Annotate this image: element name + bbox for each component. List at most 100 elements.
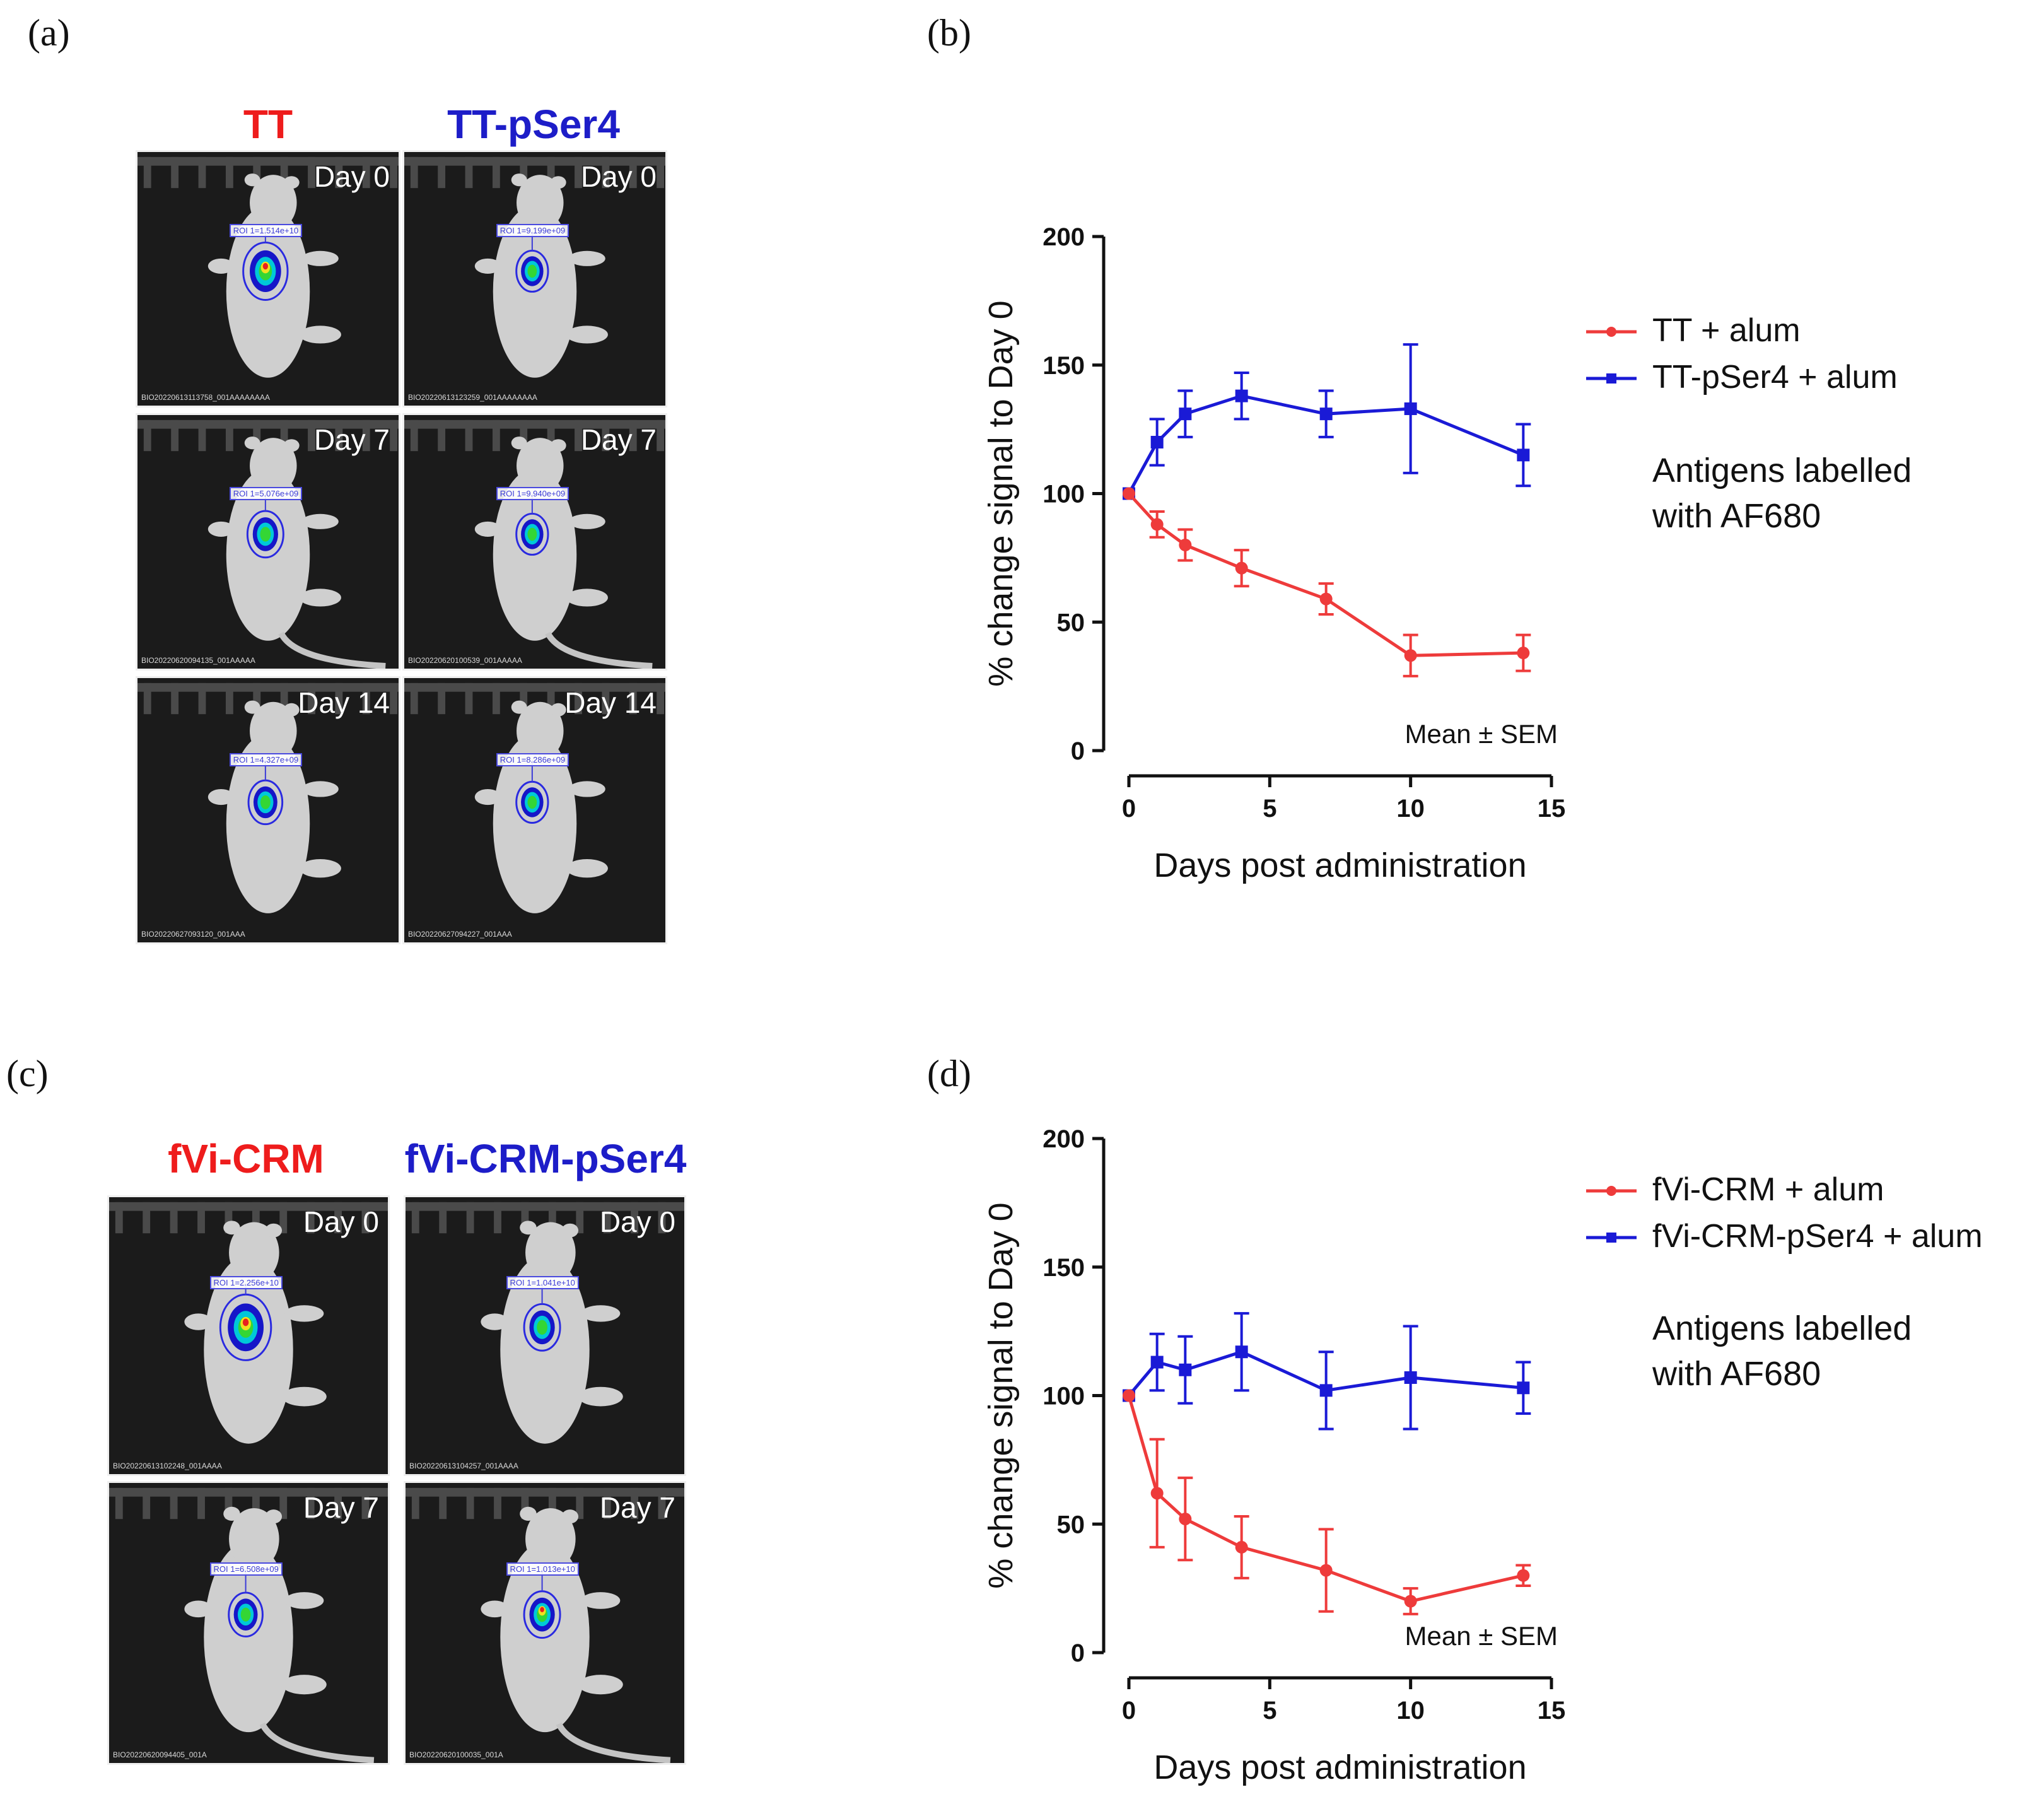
data-point bbox=[1319, 1564, 1333, 1577]
roi-label: ROI 1=1.514e+10 bbox=[229, 224, 303, 238]
data-point bbox=[1150, 1487, 1164, 1500]
y-axis-label: % change signal to Day 0 bbox=[982, 300, 1020, 686]
series-0 bbox=[1123, 487, 1531, 677]
legend-d-fvi-crm-alum: fVi-CRM + alum bbox=[1652, 1171, 1884, 1208]
x-tick-label: 5 bbox=[1263, 795, 1276, 823]
y-tick-label: 100 bbox=[1042, 1383, 1085, 1410]
x-tick-label: 15 bbox=[1538, 1697, 1566, 1725]
image-filename: BIO20220613123259_001AAAAAAAA bbox=[408, 393, 537, 402]
legend-b-tt-alum: TT + alum bbox=[1652, 312, 1801, 349]
data-point bbox=[1179, 407, 1192, 421]
image-filename: BIO20220613104257_001AAAA bbox=[409, 1461, 518, 1470]
y-tick-label: 150 bbox=[1042, 1254, 1085, 1282]
data-point bbox=[1235, 1540, 1248, 1554]
legend-b-tt-pser4-alum: TT-pSer4 + alum bbox=[1652, 359, 1898, 395]
x-tick-label: 10 bbox=[1396, 795, 1425, 823]
roi-label: ROI 1=9.199e+09 bbox=[496, 224, 569, 238]
data-point bbox=[1404, 1595, 1417, 1608]
data-point bbox=[1517, 1569, 1530, 1582]
day-label: Day 0 bbox=[580, 160, 657, 193]
panel-c-title-fvi-crm: fVi-CRM bbox=[168, 1136, 324, 1181]
day-label: Day 7 bbox=[580, 423, 657, 456]
panel-c-title-fvi-crm-pser4: fVi-CRM-pSer4 bbox=[404, 1136, 687, 1181]
legend-b-blue-swatch bbox=[1586, 373, 1637, 384]
panel-letter-c: (c) bbox=[6, 1053, 49, 1094]
mouse-image-c-0: Day 0 ROI 1=2.256e+10 BIO20220613102248_00… bbox=[107, 1195, 390, 1476]
day-label: Day 0 bbox=[599, 1205, 675, 1238]
series-1 bbox=[1123, 1312, 1531, 1431]
data-point bbox=[1319, 1384, 1333, 1397]
mean-sem-annotation: Mean ± SEM bbox=[1405, 1621, 1558, 1651]
note-d-line-1: Antigens labelled bbox=[1652, 1309, 1912, 1347]
y-tick-label: 150 bbox=[1042, 352, 1085, 380]
data-point bbox=[1150, 1356, 1164, 1369]
legend-d-blue-swatch bbox=[1586, 1233, 1637, 1243]
x-axis-label: Days post administration bbox=[1153, 846, 1526, 884]
mouse-image-a-3: Day 7 ROI 1=9.940e+09 BIO20220620100539_00… bbox=[402, 413, 667, 671]
day-label: Day 14 bbox=[298, 686, 390, 719]
day-label: Day 0 bbox=[313, 160, 390, 193]
data-point bbox=[1404, 402, 1417, 416]
y-tick-label: 50 bbox=[1057, 1511, 1085, 1538]
image-filename: BIO20220613102248_001AAAA bbox=[113, 1461, 222, 1470]
image-filename: BIO20220620100539_001AAAAA bbox=[408, 656, 522, 665]
roi-label: ROI 1=4.327e+09 bbox=[229, 753, 303, 766]
data-point bbox=[1517, 1381, 1530, 1395]
panel-letter-a: (a) bbox=[28, 12, 70, 54]
x-tick-label: 0 bbox=[1122, 795, 1136, 823]
y-tick-label: 100 bbox=[1042, 481, 1085, 508]
data-point bbox=[1404, 649, 1417, 662]
data-point bbox=[1123, 1389, 1135, 1402]
roi-label: ROI 1=1.041e+10 bbox=[506, 1275, 579, 1289]
panel-letter-b: (b) bbox=[927, 12, 971, 54]
data-point bbox=[1235, 1345, 1248, 1359]
mouse-image-a-0: Day 0 ROI 1=1.514e+10 BIO20220613113758_00… bbox=[136, 150, 400, 407]
roi-label: ROI 1=2.256e+10 bbox=[209, 1275, 283, 1289]
mean-sem-annotation: Mean ± SEM bbox=[1405, 719, 1558, 749]
data-point bbox=[1150, 518, 1164, 531]
y-tick-label: 200 bbox=[1042, 1125, 1085, 1153]
mouse-image-c-3: Day 7 ROI 1=1.013e+10 BIO20220620100035_00… bbox=[404, 1481, 686, 1765]
note-b-line-1: Antigens labelled bbox=[1652, 452, 1912, 489]
legend-d-fvi-crm-pser4-alum: fVi-CRM-pSer4 + alum bbox=[1652, 1218, 1983, 1255]
note-d-line-2: with AF680 bbox=[1652, 1355, 1821, 1393]
day-label: Day 7 bbox=[599, 1491, 675, 1524]
data-point bbox=[1235, 389, 1248, 402]
data-point bbox=[1517, 448, 1530, 462]
roi-label: ROI 1=1.013e+10 bbox=[506, 1562, 579, 1576]
x-tick-label: 10 bbox=[1396, 1697, 1425, 1725]
panel-a-title-tt: TT bbox=[243, 102, 293, 147]
panel-a-title-tt-pser4: TT-pSer4 bbox=[447, 102, 620, 147]
legend-b-red-swatch bbox=[1586, 327, 1637, 337]
x-tick-label: 0 bbox=[1122, 1697, 1136, 1725]
data-point bbox=[1179, 1513, 1192, 1526]
x-axis-label: Days post administration bbox=[1153, 1748, 1526, 1786]
roi-label: ROI 1=5.076e+09 bbox=[229, 487, 303, 501]
chart-b: 0 50 100 150 200 0 5 10 15 % change signal to Day… bbox=[982, 223, 1566, 884]
image-filename: BIO20220620094405_001A bbox=[113, 1750, 207, 1759]
x-tick-label: 15 bbox=[1538, 795, 1566, 823]
mouse-image-c-2: Day 7 ROI 1=6.508e+09 BIO20220620094405_00… bbox=[107, 1481, 390, 1765]
data-point bbox=[1517, 647, 1530, 660]
y-axis-label: % change signal to Day 0 bbox=[982, 1202, 1020, 1588]
data-point bbox=[1179, 539, 1192, 551]
roi-label: ROI 1=6.508e+09 bbox=[209, 1562, 283, 1576]
data-point bbox=[1123, 487, 1135, 500]
y-tick-label: 0 bbox=[1071, 737, 1085, 765]
series-1 bbox=[1123, 343, 1531, 500]
mouse-image-a-4: Day 14 ROI 1=4.327e+09 BIO20220627093120_0… bbox=[136, 676, 400, 944]
mouse-image-a-2: Day 7 ROI 1=5.076e+09 BIO20220620094135_00… bbox=[136, 413, 400, 671]
image-filename: BIO20220620100035_001A bbox=[409, 1750, 503, 1759]
note-b-line-2: with AF680 bbox=[1652, 497, 1821, 535]
data-point bbox=[1319, 592, 1333, 606]
roi-label: ROI 1=8.286e+09 bbox=[496, 753, 569, 766]
y-tick-label: 200 bbox=[1042, 223, 1085, 251]
data-point bbox=[1319, 407, 1333, 421]
day-label: Day 14 bbox=[564, 686, 657, 719]
image-filename: BIO20220627093120_001AAA bbox=[141, 930, 245, 939]
legend-d-red-swatch bbox=[1586, 1186, 1637, 1196]
mouse-image-a-5: Day 14 ROI 1=8.286e+09 BIO20220627094227_0… bbox=[402, 676, 667, 944]
day-label: Day 7 bbox=[313, 423, 390, 456]
image-filename: BIO20220627094227_001AAA bbox=[408, 930, 512, 939]
mouse-image-a-1: Day 0 ROI 1=9.199e+09 BIO20220613123259_00… bbox=[402, 150, 667, 407]
